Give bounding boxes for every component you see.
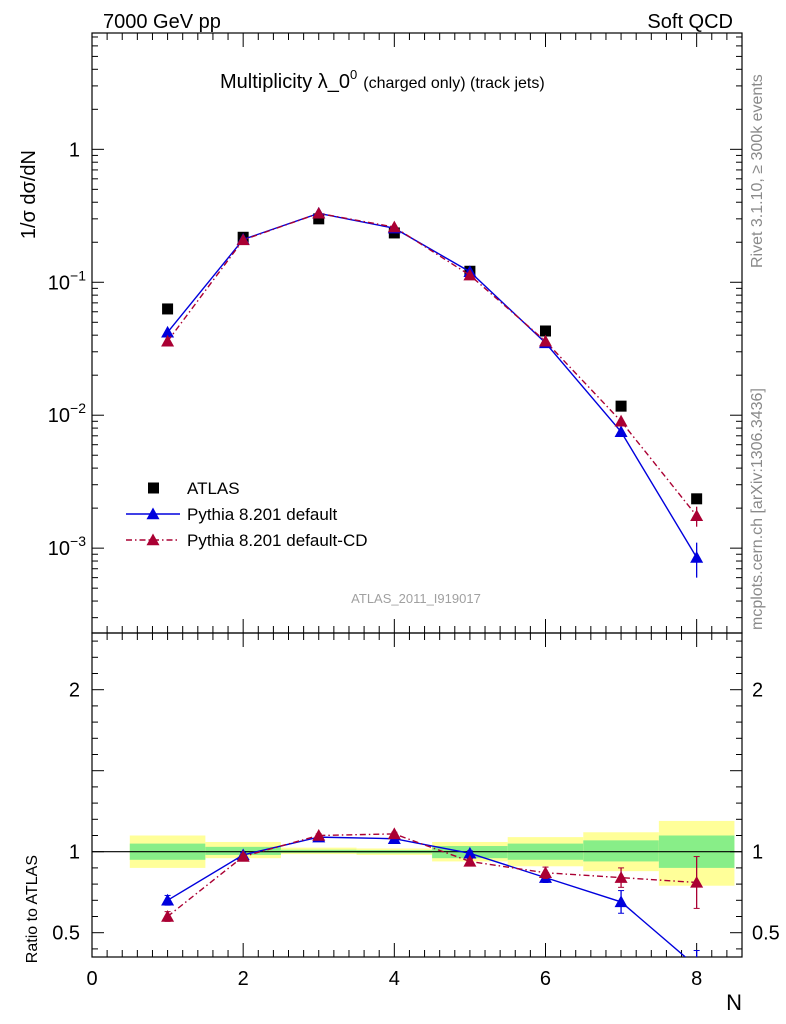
ratio-point: [236, 850, 250, 862]
ratio-y-tick-label: 2: [69, 680, 80, 702]
series-line: [167, 212, 698, 517]
legend-label: Pythia 8.201 default: [187, 505, 338, 524]
ratio-point: [538, 866, 552, 878]
x-tick-label: 2: [238, 968, 249, 990]
x-axis-label: N: [726, 990, 742, 1015]
ratio-line: [167, 836, 687, 957]
legend-marker: [146, 507, 160, 520]
data-point: [614, 425, 628, 438]
legend-marker: [148, 482, 159, 494]
data-point: [313, 213, 325, 225]
main-plot: 1 10−1 10−2 10−3: [48, 32, 743, 634]
x-tick-label: 8: [691, 968, 702, 990]
data-point: [690, 551, 704, 563]
ratio-y-tick-label: 0.5: [52, 923, 80, 945]
data-point: [387, 220, 401, 233]
legend: ATLAS Pythia 8.201 default Pythia 8.201 de…: [126, 479, 368, 550]
title-superscript: 0: [350, 67, 357, 82]
legend-label: ATLAS: [187, 479, 240, 498]
data-point: [312, 206, 326, 219]
energy-label: 7000 GeV pp: [103, 11, 221, 33]
plot-title: Multiplicity λ_00 (charged only) (track j…: [220, 67, 545, 93]
main-y-tick-label: 10−2: [48, 400, 86, 427]
data-point: [539, 325, 551, 337]
ratio-point: [463, 854, 477, 867]
ratio-y-tick-label-right: 1: [752, 842, 763, 864]
main-y-axis-label: 1/σ dσ/dN: [18, 150, 40, 239]
source-url-label: mcplots.cern.ch [arXiv:1306.3436]: [749, 388, 766, 630]
ratio-series-pythia-8-201-default-cd: [161, 827, 704, 922]
ratio-band-green: [583, 840, 659, 862]
ratio-point: [387, 827, 401, 840]
legend-label: Pythia 8.201 default-CD: [187, 531, 368, 550]
legend-entry: Pythia 8.201 default: [126, 505, 338, 524]
data-point: [690, 509, 704, 522]
x-tick-label: 6: [540, 968, 551, 990]
data-point: [161, 325, 175, 338]
main-y-tick-label: 10−1: [48, 267, 86, 294]
data-point: [691, 493, 703, 505]
ratio-point: [614, 895, 628, 908]
title-suffix: (charged only) (track jets): [363, 75, 544, 92]
ratio-point: [463, 846, 477, 859]
ratio-y-tick-label-right: 2: [752, 680, 763, 702]
ratio-y-tick-label-right: 0.5: [752, 923, 780, 945]
rivet-version-label: Rivet 3.1.10, ≥ 300k events: [749, 74, 766, 268]
data-point: [161, 334, 175, 347]
main-y-tick-label: 1: [69, 139, 80, 161]
data-point: [463, 268, 477, 281]
ratio-line: [167, 833, 697, 918]
title-main: Multiplicity λ_0: [220, 71, 350, 93]
ratio-frame: [91, 632, 743, 958]
ratio-plot: 0 2 4 6 8 0.5 0.5 1 1 2 2: [52, 632, 780, 990]
data-point: [614, 414, 628, 427]
data-point: [538, 334, 552, 347]
x-tick-label: 0: [86, 968, 97, 990]
legend-entry: ATLAS: [148, 479, 240, 498]
legend-marker: [146, 533, 160, 546]
ratio-point: [161, 910, 175, 922]
process-label: Soft QCD: [647, 11, 733, 33]
x-tick-label: 4: [389, 968, 400, 990]
series-pythia-8-201-default-cd: [161, 206, 704, 527]
data-point: [615, 400, 627, 412]
ratio-y-axis-label: Ratio to ATLAS: [24, 855, 41, 963]
ratio-point: [614, 871, 628, 883]
analysis-id-label: ATLAS_2011_I919017: [351, 591, 481, 606]
main-y-tick-label: 10−3: [48, 533, 86, 560]
ratio-y-tick-label: 1: [69, 842, 80, 864]
data-point: [236, 233, 250, 246]
ratio-point: [161, 893, 175, 906]
legend-entry: Pythia 8.201 default-CD: [126, 531, 368, 550]
ratio-point: [690, 875, 704, 888]
data-point: [162, 303, 174, 315]
series-atlas: [162, 213, 703, 505]
ratio-point: [312, 829, 326, 841]
